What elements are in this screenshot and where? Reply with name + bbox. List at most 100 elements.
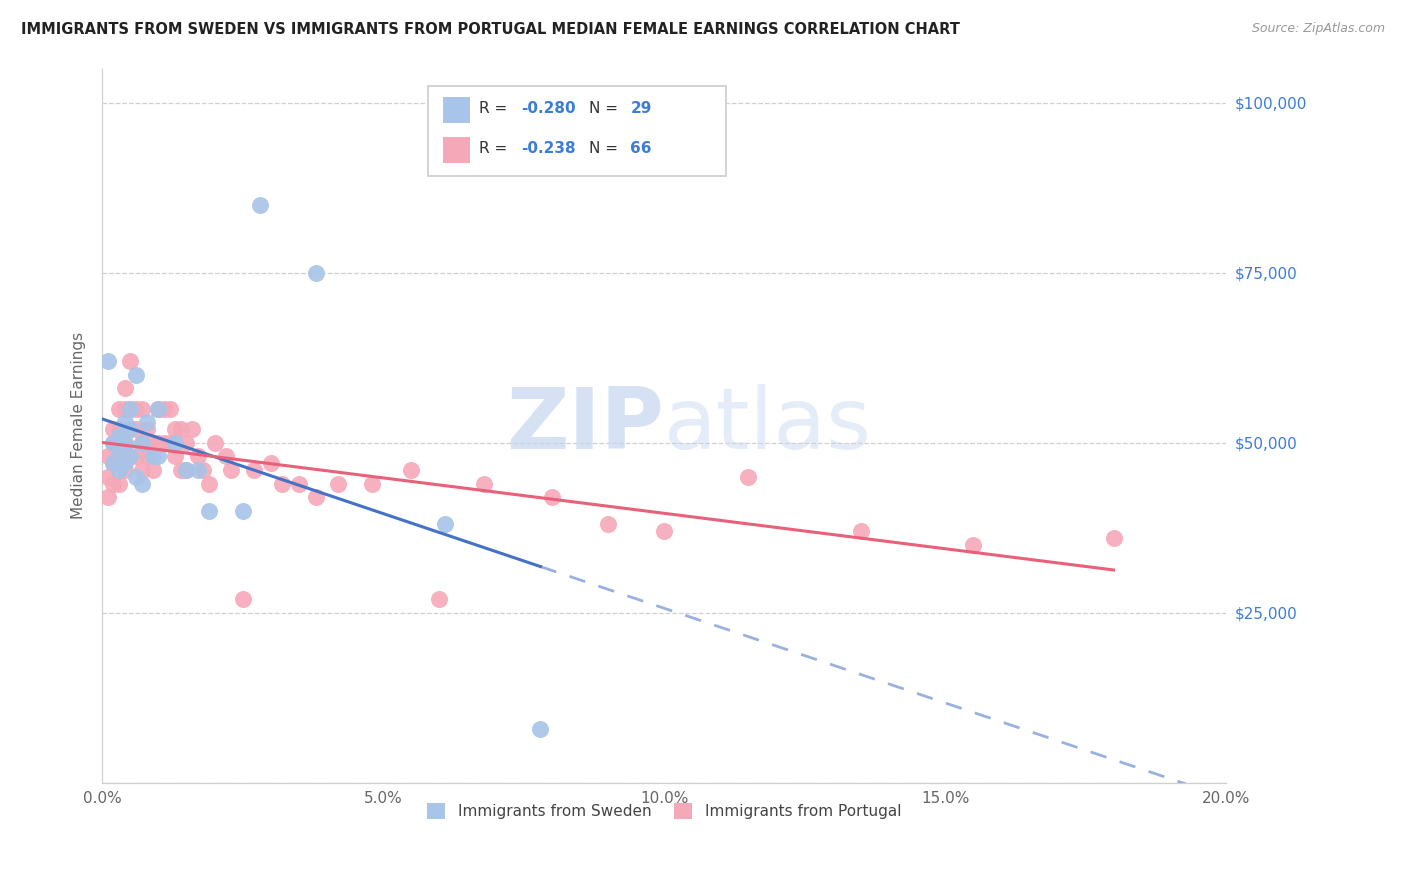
Point — [120, 401, 142, 416]
Point — [148, 450, 170, 464]
Point — [125, 470, 148, 484]
Point — [433, 517, 456, 532]
Point — [142, 450, 165, 464]
Point — [176, 435, 198, 450]
Point — [193, 463, 215, 477]
Text: -0.280: -0.280 — [522, 102, 576, 116]
Point — [221, 463, 243, 477]
Point — [97, 490, 120, 504]
Point — [232, 592, 254, 607]
Point — [148, 435, 170, 450]
Point — [962, 538, 984, 552]
Point — [114, 416, 136, 430]
Point — [153, 435, 176, 450]
Point — [114, 381, 136, 395]
Point — [125, 401, 148, 416]
FancyBboxPatch shape — [443, 136, 470, 162]
Point — [131, 463, 153, 477]
Point — [153, 401, 176, 416]
Point — [114, 456, 136, 470]
Point — [198, 504, 221, 518]
Point — [125, 450, 148, 464]
Y-axis label: Median Female Earnings: Median Female Earnings — [72, 332, 86, 519]
Point — [305, 266, 328, 280]
Point — [328, 476, 350, 491]
Point — [142, 463, 165, 477]
Point — [249, 197, 271, 211]
Point — [399, 463, 422, 477]
Text: atlas: atlas — [664, 384, 872, 467]
Point — [260, 456, 283, 470]
Point — [187, 450, 209, 464]
Point — [108, 450, 131, 464]
Point — [737, 470, 759, 484]
Point — [652, 524, 675, 539]
Point — [136, 416, 159, 430]
Point — [97, 354, 120, 368]
Point — [159, 401, 181, 416]
Point — [159, 435, 181, 450]
Point — [103, 476, 125, 491]
Legend: Immigrants from Sweden, Immigrants from Portugal: Immigrants from Sweden, Immigrants from … — [420, 797, 907, 825]
Point — [176, 463, 198, 477]
Point — [148, 401, 170, 416]
Point — [288, 476, 311, 491]
Point — [305, 490, 328, 504]
Point — [131, 435, 153, 450]
Point — [108, 463, 131, 477]
Point — [97, 450, 120, 464]
Point — [108, 422, 131, 436]
Point — [120, 354, 142, 368]
Point — [198, 476, 221, 491]
Point — [165, 435, 187, 450]
Point — [472, 476, 495, 491]
Point — [271, 476, 294, 491]
Point — [120, 422, 142, 436]
Point — [361, 476, 384, 491]
Point — [108, 401, 131, 416]
Point — [120, 401, 142, 416]
Point — [427, 592, 450, 607]
Point — [131, 476, 153, 491]
Point — [97, 470, 120, 484]
Point — [103, 422, 125, 436]
Point — [108, 442, 131, 457]
Point — [114, 463, 136, 477]
Point — [165, 450, 187, 464]
Text: IMMIGRANTS FROM SWEDEN VS IMMIGRANTS FROM PORTUGAL MEDIAN FEMALE EARNINGS CORREL: IMMIGRANTS FROM SWEDEN VS IMMIGRANTS FRO… — [21, 22, 960, 37]
Point — [1102, 531, 1125, 545]
Point — [529, 722, 551, 736]
Text: N =: N = — [589, 141, 623, 156]
Point — [120, 450, 142, 464]
Text: N =: N = — [589, 102, 623, 116]
Point — [131, 401, 153, 416]
Point — [103, 435, 125, 450]
Point — [125, 368, 148, 382]
Point — [849, 524, 872, 539]
Text: 29: 29 — [630, 102, 652, 116]
Point — [136, 422, 159, 436]
Point — [181, 422, 204, 436]
Point — [204, 435, 226, 450]
Point — [170, 463, 193, 477]
Point — [120, 450, 142, 464]
Point — [187, 463, 209, 477]
Point — [114, 435, 136, 450]
Text: Source: ZipAtlas.com: Source: ZipAtlas.com — [1251, 22, 1385, 36]
Point — [131, 435, 153, 450]
Point — [125, 422, 148, 436]
FancyBboxPatch shape — [443, 97, 470, 123]
Point — [114, 401, 136, 416]
Point — [103, 435, 125, 450]
Point — [108, 429, 131, 443]
Point — [176, 463, 198, 477]
Point — [165, 422, 187, 436]
Text: ZIP: ZIP — [506, 384, 664, 467]
Text: R =: R = — [478, 102, 512, 116]
Point — [108, 476, 131, 491]
Point — [103, 456, 125, 470]
Text: -0.238: -0.238 — [522, 141, 576, 156]
Text: 66: 66 — [630, 141, 652, 156]
Point — [215, 450, 238, 464]
Text: R =: R = — [478, 141, 512, 156]
